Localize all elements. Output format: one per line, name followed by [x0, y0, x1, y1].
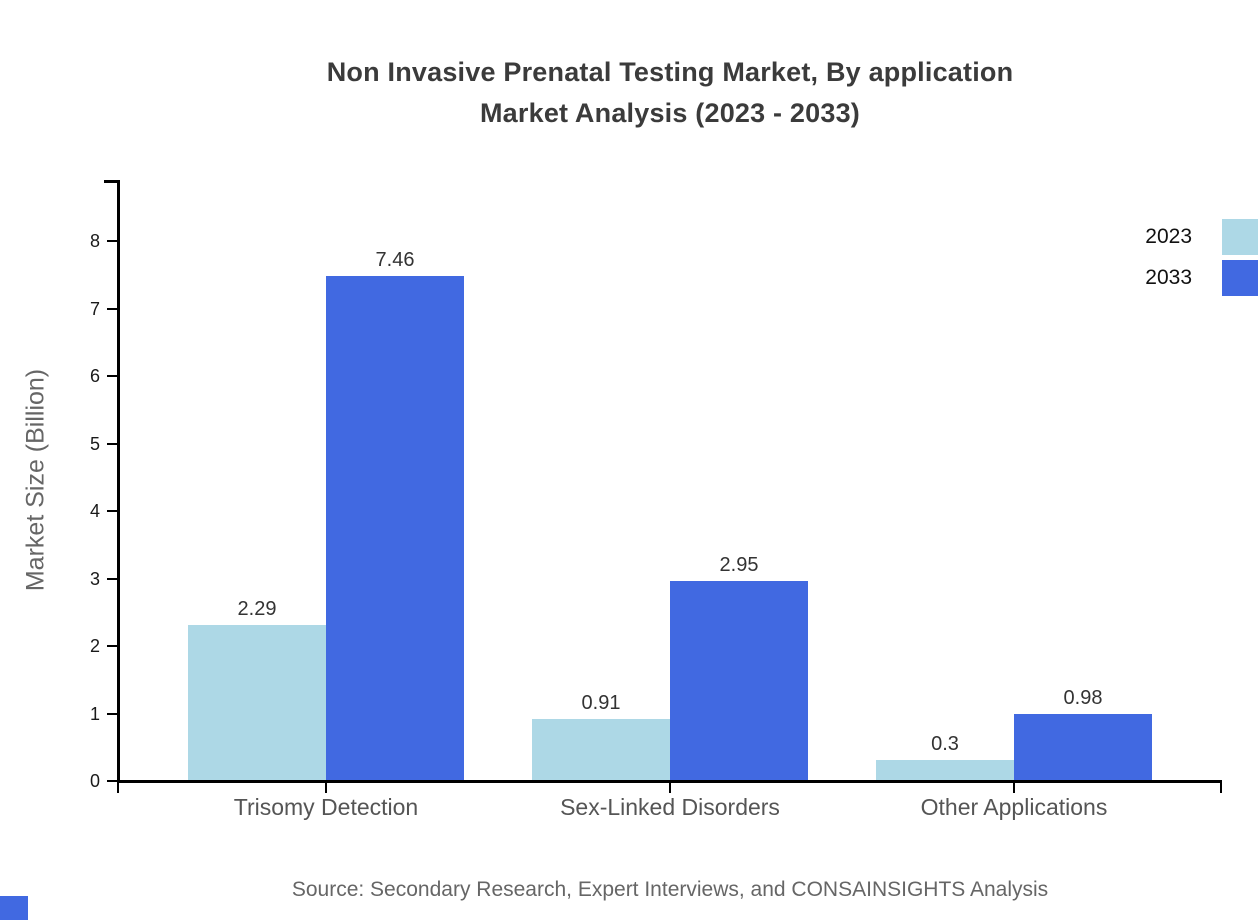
legend-item-2033: 2033: [1145, 260, 1258, 296]
y-axis-end-tick: [104, 180, 117, 183]
y-axis-line: [117, 180, 120, 783]
legend-label-2033: 2033: [1145, 266, 1192, 289]
y-tick-label-1: 1: [89, 703, 100, 724]
value-label-2023-trisomy-detection: 2.29: [237, 598, 277, 621]
bar-2033-trisomy-detection: [326, 276, 464, 780]
legend-swatch-2023: [1222, 219, 1258, 255]
x-tick-trisomy-detection: [325, 783, 327, 793]
y-tick-1: [107, 712, 117, 715]
chart-title-line1: Non Invasive Prenatal Testing Market, By…: [326, 57, 1014, 87]
bar-2033-other-applications: [1014, 713, 1152, 780]
value-label-2033-other-applications: 0.98: [1063, 686, 1103, 709]
y-tick-6: [107, 375, 117, 377]
y-tick-label-4: 4: [89, 501, 100, 521]
y-tick-label-5: 5: [89, 433, 100, 454]
y-tick-0: [107, 780, 117, 782]
value-label-2023-other-applications: 0.3: [931, 732, 959, 755]
x-axis-end-tick-right: [1220, 783, 1222, 793]
y-axis-title: Market Size (Billion): [21, 368, 50, 592]
y-tick-5: [107, 442, 117, 445]
source-note: Source: Secondary Research, Expert Inter…: [291, 878, 1049, 901]
legend-label-2023: 2023: [1145, 225, 1192, 248]
bar-2033-sex-linked-disorders: [670, 580, 808, 780]
y-tick-label-6: 6: [89, 366, 100, 386]
y-tick-4: [107, 510, 117, 512]
y-tick-7: [107, 307, 117, 310]
x-axis-end-tick-left: [117, 783, 119, 793]
category-label-sex-linked-disorders: Sex-Linked Disorders: [560, 794, 780, 820]
y-tick-label-2: 2: [89, 636, 100, 656]
y-tick-2: [107, 645, 117, 647]
legend-swatch-2033: [1222, 260, 1258, 296]
value-label-2033-sex-linked-disorders: 2.95: [719, 553, 759, 576]
bar-2023-sex-linked-disorders: [532, 718, 670, 780]
value-label-2033-trisomy-detection: 7.46: [375, 249, 415, 272]
bar-2023-trisomy-detection: [188, 625, 326, 780]
y-tick-8: [107, 240, 117, 242]
legend-item-2023: 2023: [1145, 219, 1258, 255]
category-label-other-applications: Other Applications: [920, 794, 1108, 820]
x-tick-other-applications: [1013, 783, 1015, 793]
y-tick-label-0: 0: [89, 771, 100, 791]
y-tick-label-8: 8: [89, 231, 100, 251]
value-label-2023-sex-linked-disorders: 0.91: [581, 691, 621, 714]
x-axis-line: [117, 780, 1222, 783]
category-label-trisomy-detection: Trisomy Detection: [233, 794, 419, 820]
y-tick-label-3: 3: [89, 568, 100, 589]
y-tick-3: [107, 577, 117, 580]
y-tick-label-7: 7: [89, 298, 100, 319]
bar-2023-other-applications: [876, 759, 1014, 780]
legend: 2023 2033: [1145, 219, 1258, 296]
brand-mark: [0, 896, 28, 920]
chart-title: Non Invasive Prenatal Testing Market, By…: [80, 52, 1260, 134]
x-tick-sex-linked-disorders: [669, 783, 671, 793]
chart-title-line2: Market Analysis (2023 - 2033): [479, 98, 860, 128]
